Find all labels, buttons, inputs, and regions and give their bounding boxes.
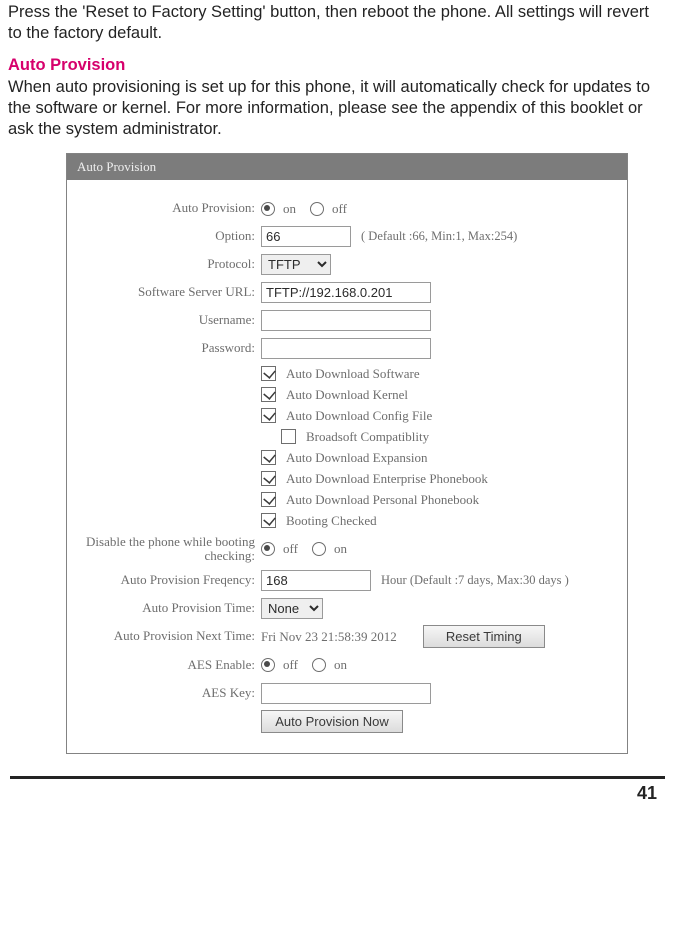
checkbox-label: Auto Download Enterprise Phonebook — [286, 471, 488, 487]
checkbox-booting-checked[interactable] — [261, 513, 276, 528]
radio-disable-booting-on[interactable] — [312, 542, 326, 556]
radio-label-on: on — [334, 657, 347, 673]
radio-auto-provision-on[interactable] — [261, 202, 275, 216]
section-heading-auto-provision: Auto Provision — [8, 56, 667, 75]
radio-aes-on[interactable] — [312, 658, 326, 672]
label-aes-key: AES Key: — [77, 686, 261, 701]
checkbox-dl-expansion[interactable] — [261, 450, 276, 465]
label-disable-booting: Disable the phone while booting checking… — [77, 535, 261, 564]
checkbox-broadsoft[interactable] — [281, 429, 296, 444]
frequency-input[interactable] — [261, 570, 371, 591]
section-body: When auto provisioning is set up for thi… — [8, 77, 667, 140]
radio-label-off: off — [283, 541, 298, 557]
server-url-input[interactable] — [261, 282, 431, 303]
reset-timing-button[interactable]: Reset Timing — [423, 625, 545, 648]
label-password: Password: — [77, 341, 261, 356]
intro-paragraph: Press the 'Reset to Factory Setting' but… — [8, 2, 667, 44]
label-username: Username: — [77, 313, 261, 328]
label-aes-enable: AES Enable: — [77, 658, 261, 673]
checkbox-label: Auto Download Software — [286, 366, 420, 382]
radio-label-on: on — [334, 541, 347, 557]
label-next-time: Auto Provision Next Time: — [77, 629, 261, 644]
next-time-value: Fri Nov 23 21:58:39 2012 — [261, 629, 397, 645]
checkbox-dl-config[interactable] — [261, 408, 276, 423]
checkbox-label: Booting Checked — [286, 513, 377, 529]
checkbox-label: Auto Download Config File — [286, 408, 432, 424]
radio-label-off: off — [332, 201, 347, 217]
auto-provision-panel: Auto Provision Auto Provision: on off Op… — [66, 153, 628, 755]
aes-key-input[interactable] — [261, 683, 431, 704]
auto-provision-now-button[interactable]: Auto Provision Now — [261, 710, 403, 733]
page-number: 41 — [8, 779, 667, 814]
label-protocol: Protocol: — [77, 257, 261, 272]
checkbox-dl-pers-phonebook[interactable] — [261, 492, 276, 507]
panel-title: Auto Provision — [67, 154, 627, 180]
form-area: Auto Provision: on off Option: ( Default… — [67, 180, 627, 754]
password-input[interactable] — [261, 338, 431, 359]
radio-label-on: on — [283, 201, 296, 217]
checkbox-label: Broadsoft Compatiblity — [306, 429, 429, 445]
option-hint: ( Default :66, Min:1, Max:254) — [361, 229, 517, 244]
label-server-url: Software Server URL: — [77, 285, 261, 300]
checkbox-dl-software[interactable] — [261, 366, 276, 381]
label-time: Auto Provision Time: — [77, 601, 261, 616]
option-input[interactable] — [261, 226, 351, 247]
checkbox-label: Auto Download Kernel — [286, 387, 408, 403]
frequency-hint: Hour (Default :7 days, Max:30 days ) — [381, 573, 569, 588]
radio-aes-off[interactable] — [261, 658, 275, 672]
username-input[interactable] — [261, 310, 431, 331]
label-option: Option: — [77, 229, 261, 244]
label-frequency: Auto Provision Freqency: — [77, 573, 261, 588]
checkbox-label: Auto Download Expansion — [286, 450, 428, 466]
checkbox-dl-kernel[interactable] — [261, 387, 276, 402]
label-auto-provision: Auto Provision: — [77, 201, 261, 216]
checkbox-dl-ent-phonebook[interactable] — [261, 471, 276, 486]
radio-auto-provision-off[interactable] — [310, 202, 324, 216]
checkbox-label: Auto Download Personal Phonebook — [286, 492, 479, 508]
protocol-select[interactable]: TFTP — [261, 254, 331, 275]
time-select[interactable]: None — [261, 598, 323, 619]
radio-disable-booting-off[interactable] — [261, 542, 275, 556]
radio-label-off: off — [283, 657, 298, 673]
